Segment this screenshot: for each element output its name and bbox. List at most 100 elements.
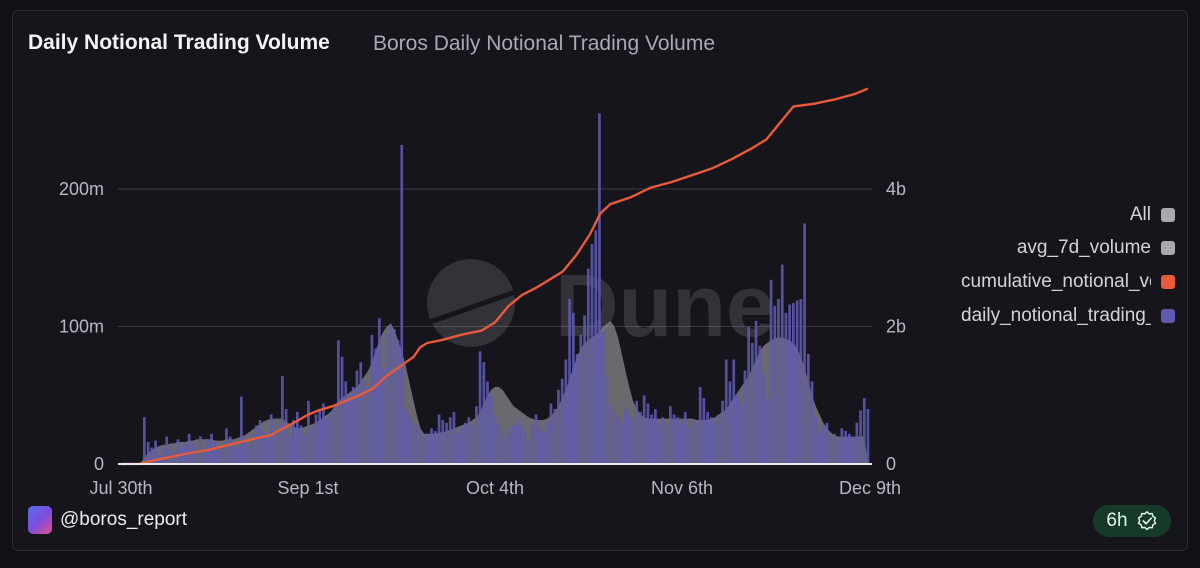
daily-volume-bar <box>240 396 243 464</box>
daily-volume-bar <box>654 409 657 464</box>
grid-lines <box>118 188 872 327</box>
daily-volume-bar <box>687 428 691 465</box>
daily-volume-bar <box>859 410 862 464</box>
daily-volume-bar <box>549 403 553 464</box>
legend-item-cumulative[interactable]: cumulative_notional_volume <box>961 270 1175 294</box>
daily-volume-bar <box>583 315 586 464</box>
refresh-badge[interactable]: 6h <box>1093 505 1171 537</box>
daily-volume-bar <box>340 356 344 465</box>
daily-volume-bar <box>195 446 198 464</box>
daily-volume-bar <box>736 395 739 465</box>
daily-volume-bar <box>232 442 236 464</box>
daily-volume-bar <box>635 400 639 465</box>
refresh-interval: 6h <box>1106 510 1128 531</box>
daily-volume-bar <box>217 450 221 465</box>
daily-volume-bar <box>534 414 538 464</box>
daily-volume-bar <box>236 447 239 464</box>
legend-item-avg-7d-volume[interactable]: avg_7d_volume <box>1017 236 1175 260</box>
daily-volume-bar <box>780 264 784 464</box>
daily-volume-bar <box>370 334 374 465</box>
daily-volume-bar <box>512 425 515 464</box>
daily-volume-bar <box>792 303 795 464</box>
daily-volume-bar <box>385 333 389 464</box>
daily-volume-bar <box>516 420 519 464</box>
daily-volume-bar <box>504 436 508 464</box>
cumulative-line <box>121 87 869 466</box>
legend-swatch-cumulative <box>1161 275 1175 289</box>
daily-volume-bar <box>829 436 832 464</box>
daily-volume-bar <box>258 420 262 464</box>
daily-volume-bar <box>683 411 687 465</box>
daily-volume-bar <box>844 431 847 464</box>
daily-volume-bar <box>698 387 702 464</box>
daily-volume-bar <box>557 389 560 465</box>
daily-volume-bar <box>310 428 314 465</box>
daily-volume-bar <box>650 414 653 464</box>
author-link[interactable]: @boros_report <box>28 506 187 534</box>
daily-volume-bar <box>445 422 448 465</box>
legend-swatch-daily <box>1161 309 1175 323</box>
daily-volume-bar <box>281 376 284 464</box>
daily-volume-bar <box>213 442 217 464</box>
daily-volume-bar <box>795 300 799 464</box>
daily-volume-bar <box>862 398 866 464</box>
daily-volume-bar <box>434 431 437 464</box>
daily-volume-bar <box>254 425 258 464</box>
daily-volume-bar <box>374 348 377 464</box>
chart-subtitle: Boros Daily Notional Trading Volume <box>373 32 716 55</box>
daily-volume-bar <box>747 326 750 464</box>
daily-volume-bar <box>821 425 825 464</box>
daily-volume-bar <box>553 409 556 464</box>
daily-volume-bar <box>355 370 359 464</box>
daily-volume-bar <box>568 299 571 464</box>
daily-volume-bar <box>169 444 172 465</box>
daily-volume-bar <box>478 351 482 465</box>
daily-volume-bar <box>273 433 277 465</box>
daily-volume-bar <box>389 323 392 465</box>
daily-volume-bar <box>422 436 426 464</box>
daily-volume-bar <box>601 332 605 464</box>
daily-volume-bar <box>325 417 329 465</box>
dune-logo-stripe <box>429 289 516 325</box>
daily-volume-bar <box>161 447 165 464</box>
daily-volume-bar <box>702 398 706 464</box>
daily-volume-bar <box>489 395 493 465</box>
daily-volume-bar <box>437 414 441 464</box>
daily-volume-bar <box>542 431 545 464</box>
daily-volume-bar <box>329 411 333 465</box>
daily-volume-bar <box>836 439 840 465</box>
daily-volume-bar <box>351 387 355 464</box>
daily-volume-bar <box>415 425 418 464</box>
daily-volume-bar <box>508 428 512 465</box>
daily-volume-bar <box>396 340 400 465</box>
daily-volume-bar <box>363 381 366 464</box>
daily-volume-bar <box>426 433 430 465</box>
daily-volume-bar <box>359 362 363 465</box>
daily-volume-bar <box>269 414 273 464</box>
daily-volume-bar <box>598 113 601 465</box>
daily-volume-bar <box>467 417 471 465</box>
daily-volume-bar <box>579 334 583 465</box>
daily-volume-bar <box>646 403 650 464</box>
daily-volume-bar <box>721 400 724 465</box>
legend-item-all[interactable]: All <box>1130 203 1175 227</box>
daily-volume-bar <box>187 433 191 465</box>
daily-volume-bar <box>460 428 463 465</box>
daily-volume-bar <box>400 145 404 464</box>
daily-volume-bar <box>344 381 348 464</box>
legend-item-daily[interactable]: daily_notional_trading_volume <box>961 304 1175 328</box>
daily-volume-bar <box>743 370 747 464</box>
daily-volume-bar <box>545 422 549 465</box>
daily-volume-bar <box>818 433 821 465</box>
daily-volume-bar <box>680 422 683 465</box>
daily-volume-bar <box>672 414 676 464</box>
daily-volume-bar <box>493 414 497 464</box>
daily-volume-bar <box>172 453 176 464</box>
daily-volume-bar <box>348 398 351 464</box>
daily-volume-bar <box>799 299 803 464</box>
daily-volume-bar <box>594 230 598 465</box>
daily-volume-bar <box>751 343 754 464</box>
daily-volume-bar <box>404 409 407 464</box>
daily-volume-bar <box>463 422 467 465</box>
daily-volume-bar <box>855 422 859 465</box>
